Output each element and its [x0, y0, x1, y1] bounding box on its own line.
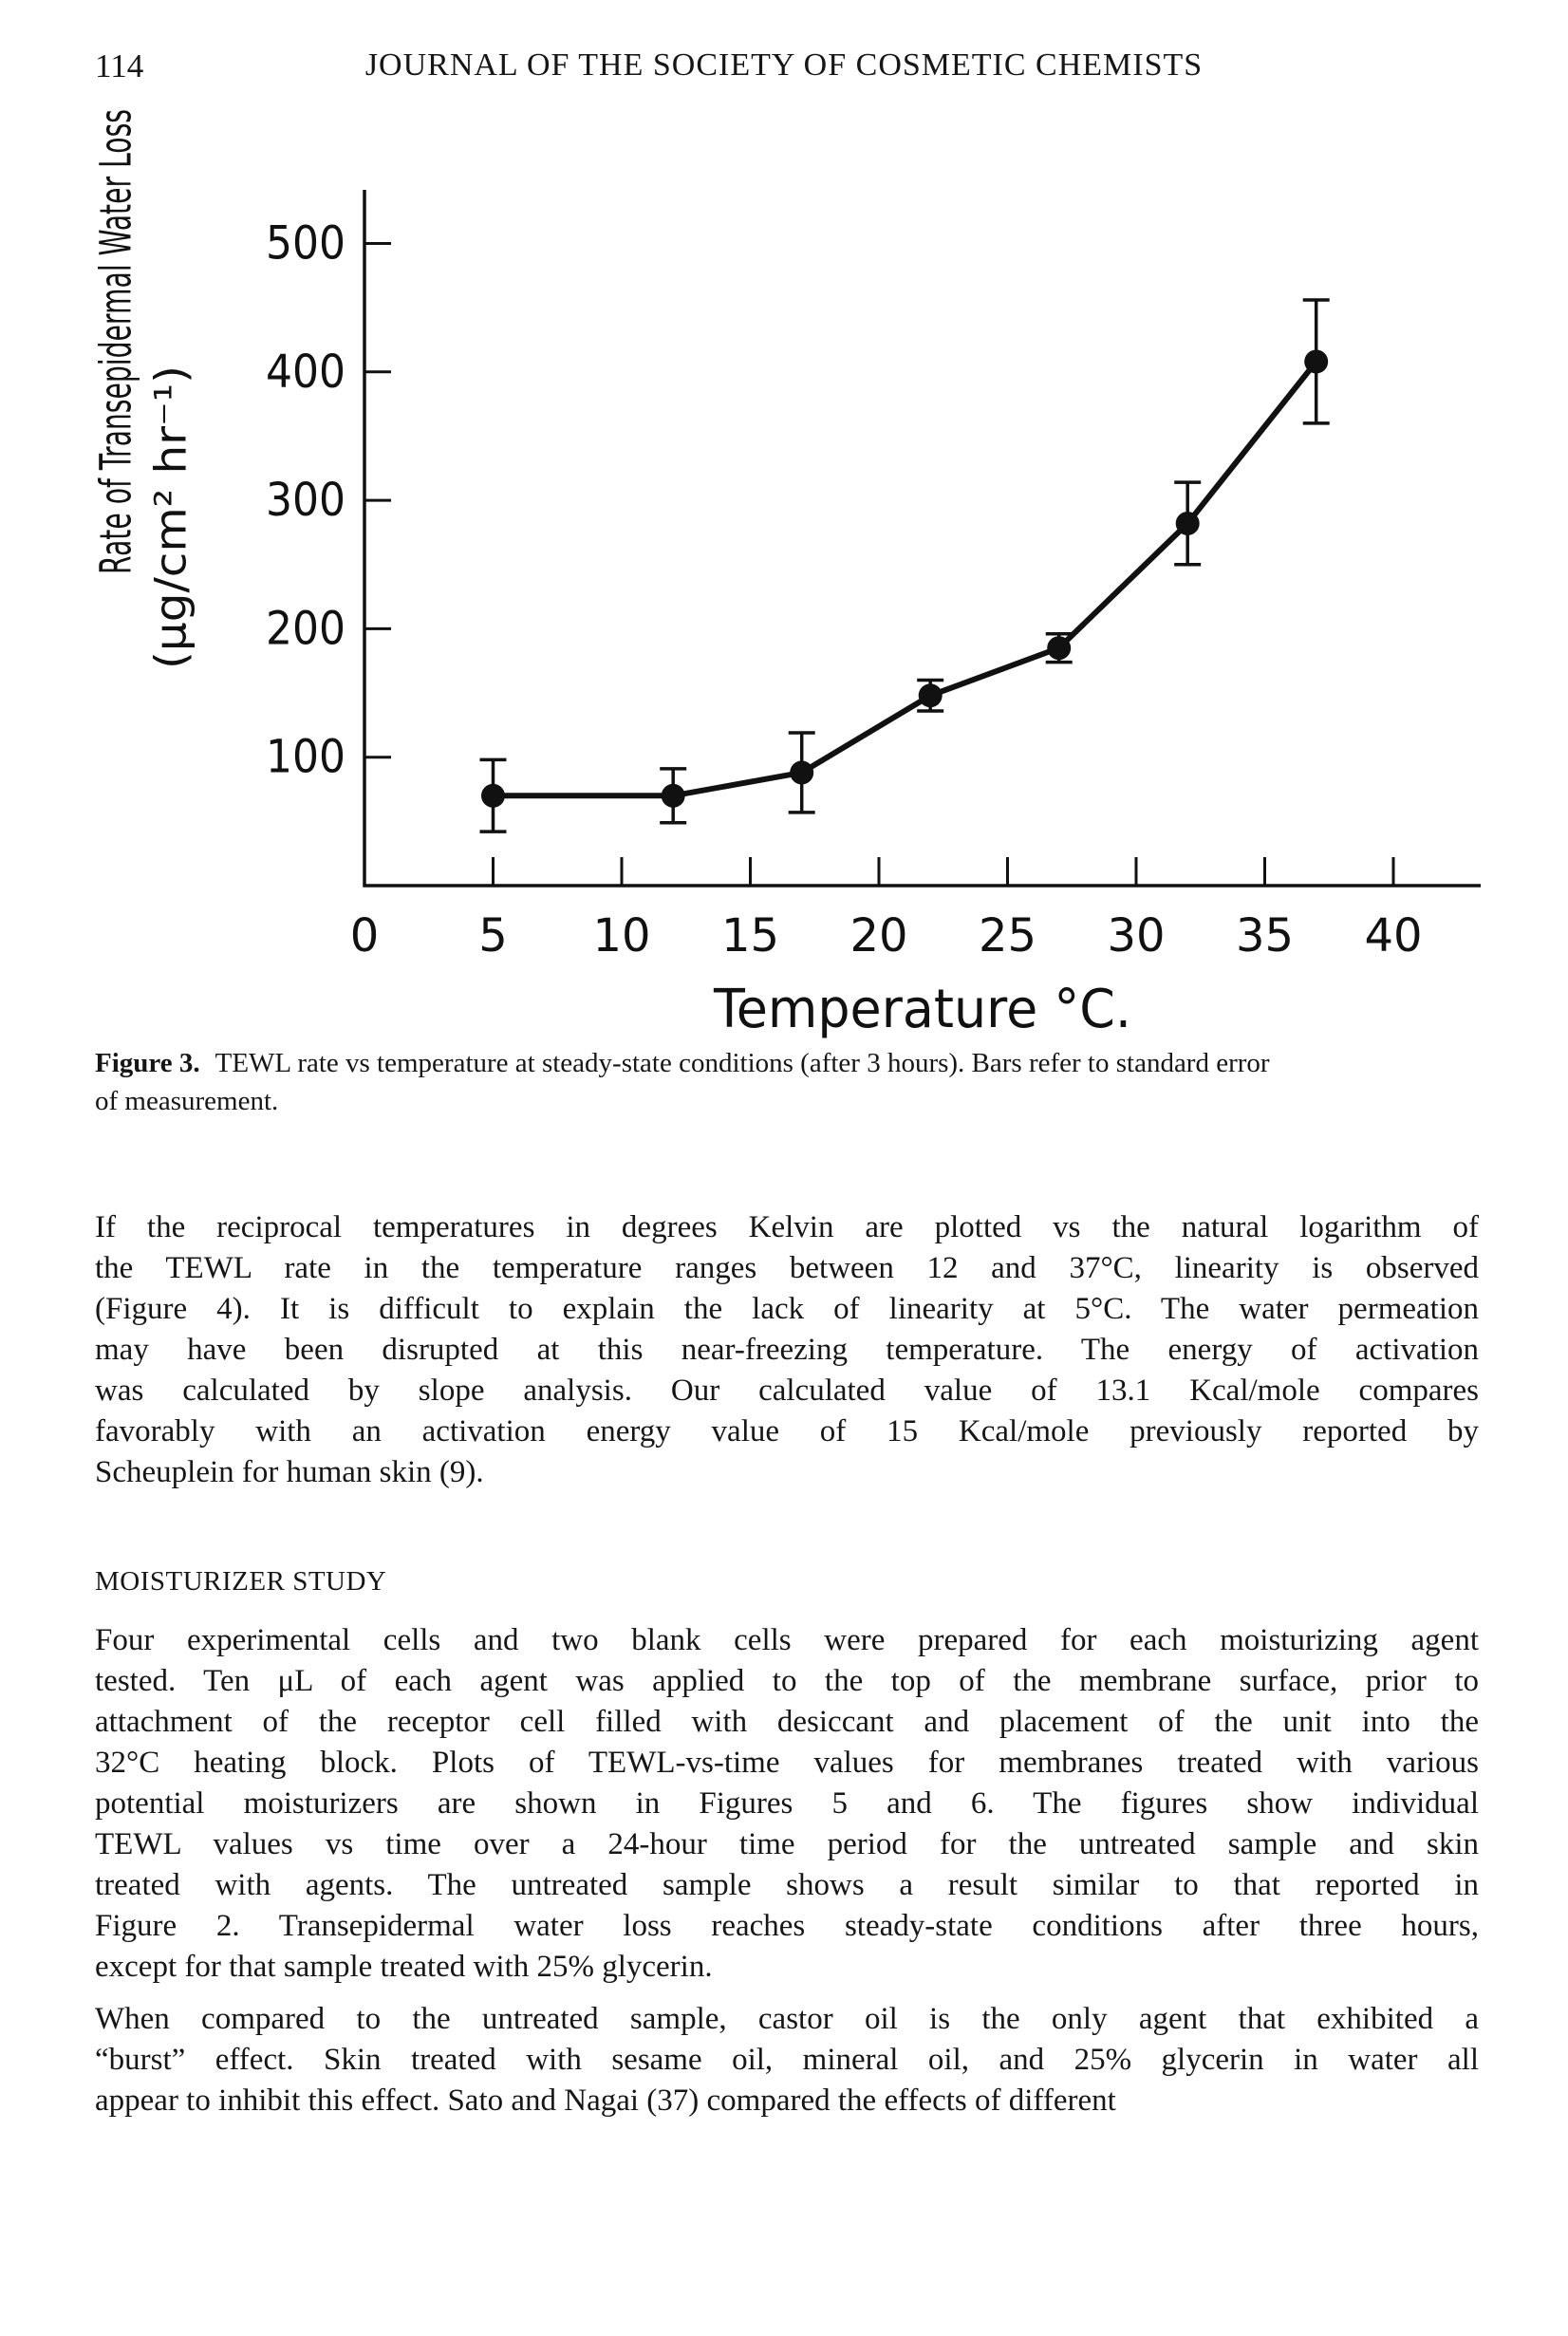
text-line: except for that sample treated with 25% … — [95, 1950, 713, 1984]
text-line: attachment of the receptor cell filled w… — [95, 1705, 1479, 1739]
y-tick-label: 300 — [266, 474, 345, 527]
x-tick-label: 5 — [478, 909, 508, 962]
text-line: treated with agents. The untreated sampl… — [95, 1868, 1479, 1902]
text-line: potential moisturizers are shown in Figu… — [95, 1786, 1479, 1821]
paragraph-moisturizer-method: Four experimental cells and two blank ce… — [95, 1620, 1479, 1988]
data-point — [1175, 511, 1200, 535]
x-axis-title: Temperature °C. — [713, 979, 1131, 1039]
x-tick-label: 40 — [1364, 909, 1422, 962]
text-line: the TEWL rate in the temperature ranges … — [95, 1251, 1479, 1285]
data-line — [493, 360, 1319, 799]
data-point — [1047, 636, 1072, 661]
x-tick-label: 20 — [849, 909, 907, 962]
caption-text: TEWL rate vs temperature at steady-state… — [215, 1048, 1270, 1078]
x-tick-label: 15 — [721, 909, 779, 962]
paragraph-arrhenius: If the reciprocal temperatures in degree… — [95, 1207, 1479, 1493]
text-line: Scheuplein for human skin (9). — [95, 1455, 484, 1489]
y-tick-label: 100 — [266, 731, 345, 784]
x-tick-label: 35 — [1236, 909, 1294, 962]
data-point — [790, 760, 814, 785]
x-tick-label: 25 — [979, 909, 1036, 962]
section-heading: MOISTURIZER STUDY — [95, 1566, 387, 1597]
data-point — [481, 783, 505, 808]
paragraph-moisturizer-results: When compared to the untreated sample, c… — [95, 1999, 1479, 2121]
data-point — [1304, 349, 1329, 374]
text-line: “burst” effect. Skin treated with sesame… — [95, 2043, 1479, 2077]
text-line: Four experimental cells and two blank ce… — [95, 1623, 1479, 1657]
caption-line: Figure 3. TEWL rate vs temperature at ste… — [95, 1044, 1479, 1082]
y-axis-title-line2: (μg/cm² hr⁻¹) — [146, 365, 196, 669]
text-line: TEWL values vs time over a 24-hour time … — [95, 1827, 1479, 1861]
y-axis-title-line1: Rate of Transepidermal Water Loss — [91, 109, 141, 574]
y-tick-label: 500 — [266, 217, 345, 271]
x-tick-label: 30 — [1107, 909, 1165, 962]
text-line: 32°C heating block. Plots of TEWL-vs-tim… — [95, 1746, 1479, 1780]
y-tick-label: 200 — [266, 602, 345, 655]
journal-title: JOURNAL OF THE SOCIETY OF COSMETIC CHEMI… — [364, 47, 1204, 83]
tewl-vs-temperature-chart: 100 200 300 400 500 0 5 10 15 20 25 30 35 40 Temperatu… — [91, 109, 1481, 1039]
text-line: Figure 2. Transepidermal water loss reac… — [95, 1909, 1479, 1943]
page-number: 114 — [95, 47, 144, 84]
y-tick-label: 400 — [266, 346, 345, 399]
text-line: was calculated by slope analysis. Our ca… — [95, 1374, 1479, 1408]
data-point — [661, 783, 685, 808]
figure-caption: Figure 3. TEWL rate vs temperature at ste… — [95, 1044, 1479, 1120]
text-line: may have been disrupted at this near-fre… — [95, 1333, 1479, 1367]
caption-line: of measurement. — [95, 1086, 279, 1116]
text-line: favorably with an activation energy valu… — [95, 1414, 1479, 1448]
text-line: (Figure 4). It is difficult to explain t… — [95, 1292, 1479, 1326]
x-tick-label: 0 — [350, 909, 380, 962]
x-tick-label: 10 — [592, 909, 650, 962]
text-line: If the reciprocal temperatures in degree… — [95, 1210, 1479, 1244]
text-line: appear to inhibit this effect. Sato and … — [95, 2084, 1116, 2118]
page-header: 114 JOURNAL OF THE SOCIETY OF COSMETIC C… — [0, 47, 1568, 89]
data-point — [918, 683, 943, 708]
text-line: tested. Ten μL of each agent was applied… — [95, 1664, 1479, 1698]
caption-figure-label: Figure 3. — [95, 1048, 200, 1078]
axes — [363, 190, 1481, 888]
text-line: When compared to the untreated sample, c… — [95, 2002, 1479, 2036]
